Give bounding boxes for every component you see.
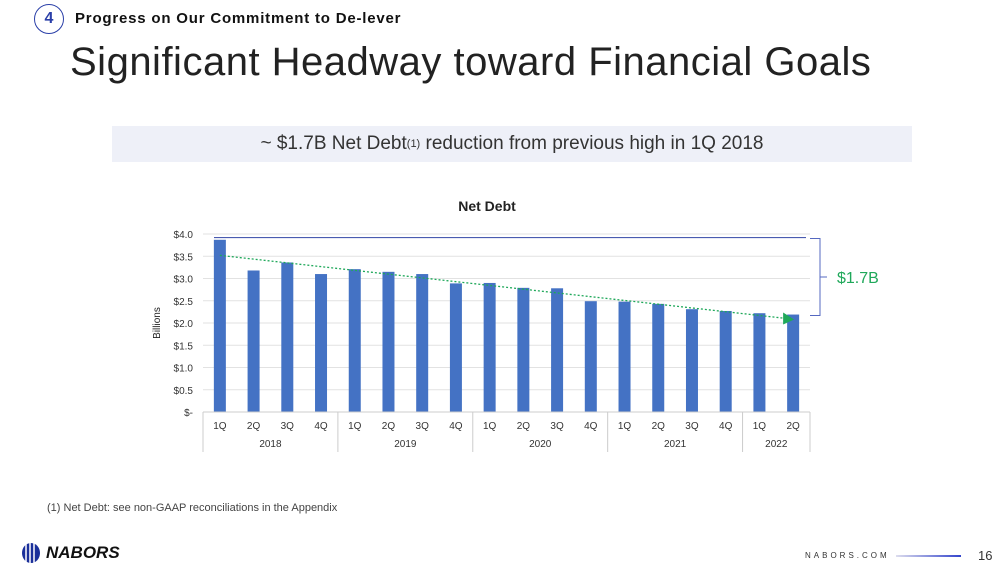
bar <box>753 313 766 412</box>
y-tick-label: $3.5 <box>174 252 194 263</box>
group-label: 2022 <box>765 439 788 450</box>
trend-line <box>219 254 788 320</box>
x-tick-label: 2Q <box>786 421 800 432</box>
banner-text: ~ $1.7B Net Debt <box>260 133 407 154</box>
bar <box>213 239 226 412</box>
y-tick-label: $3.0 <box>174 275 194 286</box>
bar <box>551 288 564 412</box>
section-title: Progress on Our Commitment to De-lever <box>75 10 402 27</box>
bar <box>416 274 429 412</box>
group-label: 2019 <box>394 439 417 450</box>
bar <box>449 283 462 412</box>
group-label: 2018 <box>259 439 282 450</box>
x-tick-label: 2Q <box>247 421 261 432</box>
page-number: 16 <box>978 548 993 563</box>
reduction-annotation: $1.7B <box>837 270 879 287</box>
bar <box>247 270 260 412</box>
x-tick-label: 1Q <box>213 421 227 432</box>
highlight-banner: ~ $1.7B Net Debt (1) reduction from previ… <box>112 126 912 162</box>
x-tick-label: 3Q <box>550 421 564 432</box>
x-tick-label: 3Q <box>685 421 699 432</box>
x-tick-label: 2Q <box>652 421 666 432</box>
bar <box>281 262 294 412</box>
x-tick-label: 4Q <box>314 421 328 432</box>
group-label: 2020 <box>529 439 552 450</box>
x-tick-label: 2Q <box>382 421 396 432</box>
footnote: (1) Net Debt: see non-GAAP reconciliatio… <box>47 502 338 514</box>
x-tick-label: 1Q <box>483 421 497 432</box>
bracket <box>810 238 827 317</box>
nabors-logo-icon <box>22 543 40 563</box>
x-tick-label: 4Q <box>449 421 463 432</box>
bar <box>382 271 395 412</box>
bar <box>584 301 597 412</box>
x-tick-label: 4Q <box>584 421 598 432</box>
bar <box>719 310 732 412</box>
bar <box>517 287 530 412</box>
bar <box>685 309 698 412</box>
x-tick-label: 1Q <box>753 421 767 432</box>
x-tick-label: 3Q <box>416 421 430 432</box>
bar <box>315 274 328 412</box>
y-axis-label: Billions <box>152 307 163 339</box>
bar <box>483 282 496 412</box>
trend-arrow <box>783 312 795 325</box>
x-tick-label: 1Q <box>618 421 632 432</box>
bar <box>348 269 361 412</box>
nabors-logo: NABORS <box>20 543 120 563</box>
banner-footnote-ref: (1) <box>406 138 421 150</box>
bar <box>787 314 800 412</box>
y-tick-label: $0.5 <box>174 386 194 397</box>
y-tick-label: $2.0 <box>174 319 194 330</box>
y-tick-label: $2.5 <box>174 297 194 308</box>
bar <box>618 301 631 412</box>
banner-text-rest: reduction from previous high in 1Q 2018 <box>420 133 764 154</box>
page-title: Significant Headway toward Financial Goa… <box>70 40 872 84</box>
bar <box>652 303 665 412</box>
section-number-badge: 4 <box>34 4 64 34</box>
x-tick-label: 3Q <box>281 421 295 432</box>
y-tick-label: $4.0 <box>174 230 194 241</box>
x-tick-label: 1Q <box>348 421 362 432</box>
y-tick-label: $1.5 <box>174 341 194 352</box>
footer-divider <box>896 555 961 557</box>
logo-text: NABORS <box>46 543 120 562</box>
y-tick-label: $- <box>184 408 193 419</box>
website-link[interactable]: NABORS.COM <box>805 551 890 560</box>
group-label: 2021 <box>664 439 687 450</box>
y-tick-label: $1.0 <box>174 364 194 375</box>
net-debt-chart: Net Debt $- $0.5 $1.0 $1.5 $2.0 $2.5 $3.0 $3.5 $4… <box>152 198 879 452</box>
x-tick-label: 4Q <box>719 421 733 432</box>
chart-title: Net Debt <box>458 198 516 214</box>
x-tick-label: 2Q <box>517 421 531 432</box>
